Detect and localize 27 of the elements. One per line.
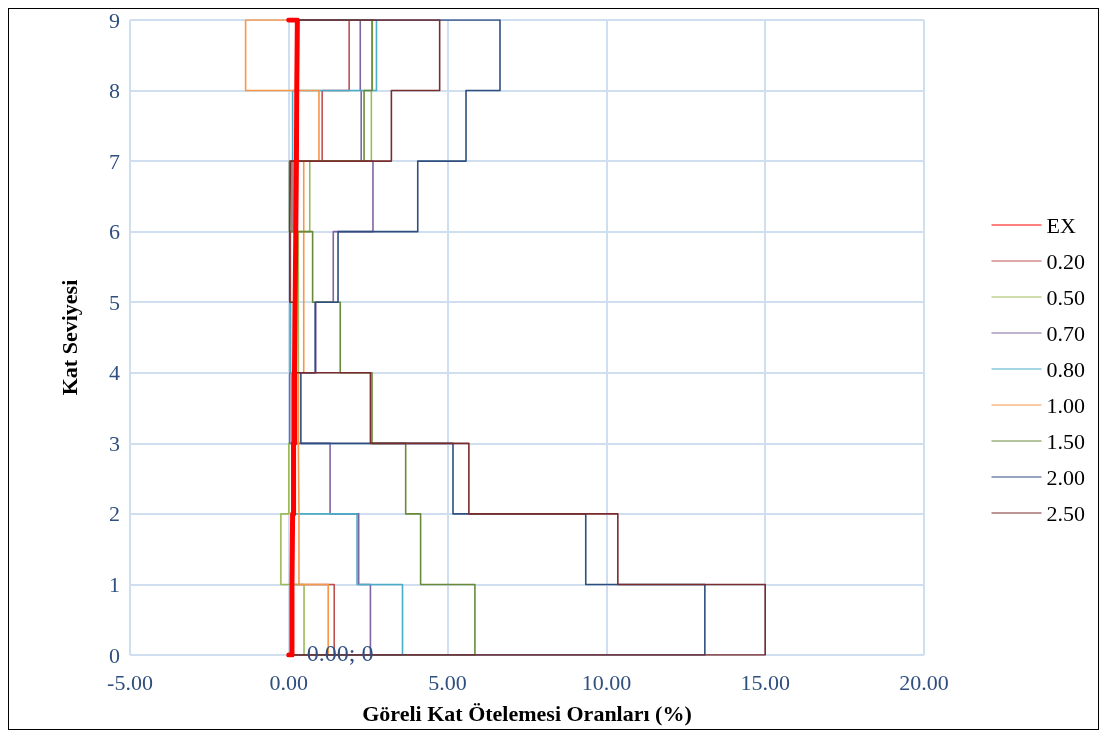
y-tick-label: 3 <box>109 430 120 456</box>
legend-label: 1.50 <box>1046 428 1085 454</box>
legend-label: 2.50 <box>1046 500 1085 526</box>
legend-label: 0.20 <box>1046 248 1085 274</box>
x-tick-label: 0.00 <box>269 669 309 695</box>
x-tick-label: 10.00 <box>581 669 632 695</box>
legend-label: 0.80 <box>1046 356 1085 382</box>
x-tick-label: 20.00 <box>899 669 949 695</box>
y-tick-label: 1 <box>109 571 120 597</box>
legend-label: 0.50 <box>1046 284 1085 310</box>
legend-label: 0.70 <box>1046 320 1085 346</box>
y-tick-label: 9 <box>109 7 120 33</box>
y-tick-label: 7 <box>109 148 120 174</box>
y-tick-label: 2 <box>109 501 120 527</box>
x-tick-label: -5.00 <box>107 669 153 695</box>
legend-label: EX <box>1046 212 1076 238</box>
legend-label: 1.00 <box>1046 392 1085 418</box>
legend-label: 2.00 <box>1046 464 1085 490</box>
x-tick-label: 15.00 <box>740 669 790 695</box>
y-tick-label: 4 <box>109 360 120 386</box>
y-tick-label: 8 <box>109 78 120 104</box>
y-tick-label: 6 <box>109 219 120 245</box>
x-tick-label: 5.00 <box>428 669 467 695</box>
y-axis-title: Kat Seviyesi <box>56 279 82 396</box>
x-axis-title: Göreli Kat Ötelemesi Oranları (%) <box>362 700 692 726</box>
y-tick-label: 0 <box>109 642 120 668</box>
y-tick-label: 5 <box>109 289 120 315</box>
